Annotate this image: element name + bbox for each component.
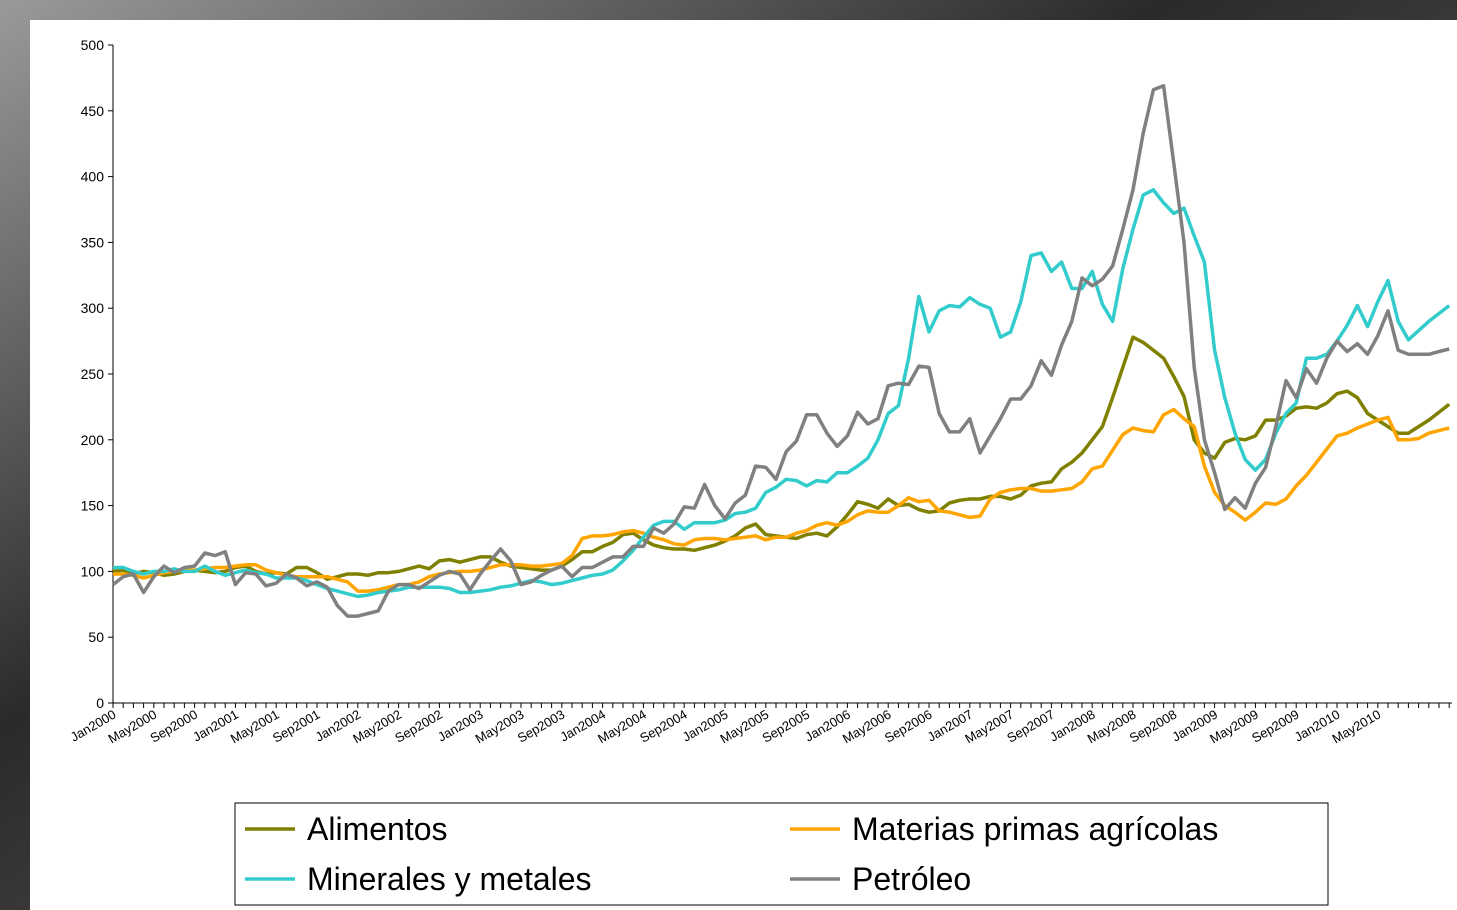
y-tick-label: 200 xyxy=(81,432,105,448)
y-tick-label: 400 xyxy=(81,169,105,185)
legend-label: Alimentos xyxy=(307,811,448,847)
y-tick-label: 500 xyxy=(81,37,105,53)
y-tick-label: 300 xyxy=(81,300,105,316)
y-tick-label: 100 xyxy=(81,563,105,579)
series-line xyxy=(113,188,1451,599)
series-line xyxy=(111,84,1450,618)
legend-label: Minerales y metales xyxy=(307,861,592,897)
y-tick-label: 0 xyxy=(96,695,104,711)
y-tick-label: 50 xyxy=(88,629,104,645)
legend-label: Petróleo xyxy=(852,861,971,897)
y-tick-label: 150 xyxy=(81,498,105,514)
plot-background xyxy=(30,20,1457,910)
legend-box xyxy=(234,802,1329,906)
y-tick-label: 450 xyxy=(81,103,105,119)
legend-label: Materias primas agrícolas xyxy=(852,811,1218,847)
y-tick-label: 250 xyxy=(81,366,105,382)
y-tick-label: 350 xyxy=(81,234,105,250)
